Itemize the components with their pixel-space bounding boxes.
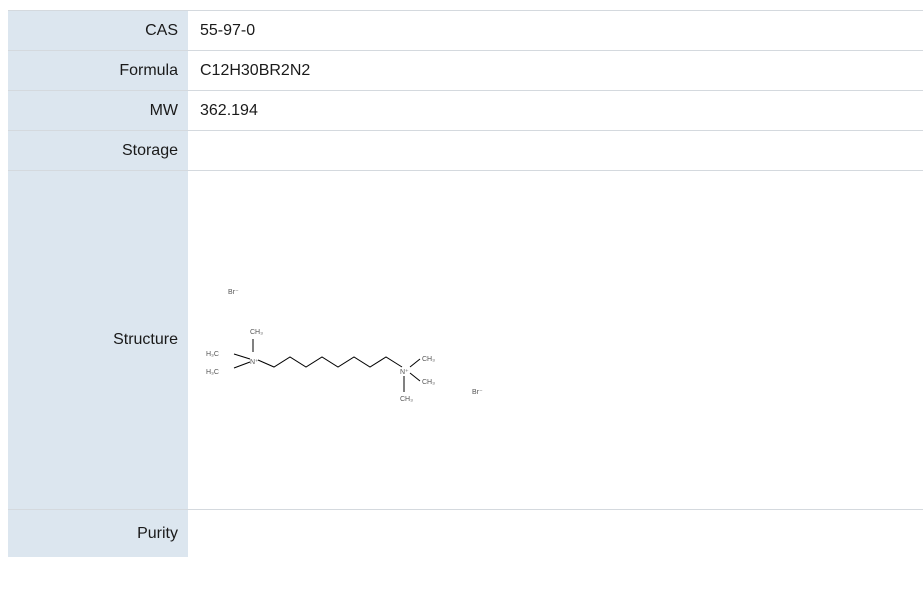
- ch3-right-middle-label: CH₃: [422, 379, 435, 386]
- n-left-label: N⁺: [250, 359, 259, 366]
- ch3-top-label: CH₃: [250, 329, 263, 336]
- structure-label: Structure: [8, 170, 188, 510]
- bond-n-ch3-right-upper: [409, 358, 421, 368]
- row-structure: Structure Br⁻ CH₃ H: [8, 170, 923, 510]
- row-storage: Storage: [8, 130, 923, 171]
- bond-h3c-upper-n: [233, 353, 251, 360]
- row-purity: Purity: [8, 509, 923, 557]
- properties-table: CAS 55-97-0 Formula C12H30BR2N2 MW 362.1…: [8, 10, 923, 557]
- mw-value: 362.194: [188, 90, 923, 131]
- bond-lines: [233, 339, 421, 392]
- cas-value: 55-97-0: [188, 10, 923, 51]
- structure-diagram: Br⁻ CH₃ H₃C H₃C N⁺ N⁺ CH₃ CH₃ CH₃ Br⁻: [206, 289, 483, 403]
- row-mw: MW 362.194: [8, 90, 923, 131]
- bond-h3c-lower-n: [233, 361, 251, 369]
- formula-label: Formula: [8, 50, 188, 91]
- br-right-label: Br⁻: [472, 389, 483, 396]
- storage-value: [188, 130, 923, 171]
- mw-label: MW: [8, 90, 188, 131]
- bond-chain: [257, 356, 403, 368]
- structure-cell: Br⁻ CH₃ H₃C H₃C N⁺ N⁺ CH₃ CH₃ CH₃ Br⁻: [188, 170, 923, 510]
- bond-n-ch3-right-middle: [409, 372, 421, 382]
- purity-label: Purity: [8, 509, 188, 557]
- purity-value: [188, 509, 923, 557]
- storage-label: Storage: [8, 130, 188, 171]
- row-cas: CAS 55-97-0: [8, 10, 923, 51]
- h3c-upper-label: H₃C: [206, 351, 219, 358]
- ch3-right-upper-label: CH₃: [422, 356, 435, 363]
- n-right-label: N⁺: [400, 369, 409, 376]
- h3c-lower-label: H₃C: [206, 369, 219, 376]
- cas-label: CAS: [8, 10, 188, 51]
- row-formula: Formula C12H30BR2N2: [8, 50, 923, 91]
- formula-value: C12H30BR2N2: [188, 50, 923, 91]
- ch3-right-lower-label: CH₃: [400, 396, 413, 403]
- br-left-label: Br⁻: [228, 289, 239, 296]
